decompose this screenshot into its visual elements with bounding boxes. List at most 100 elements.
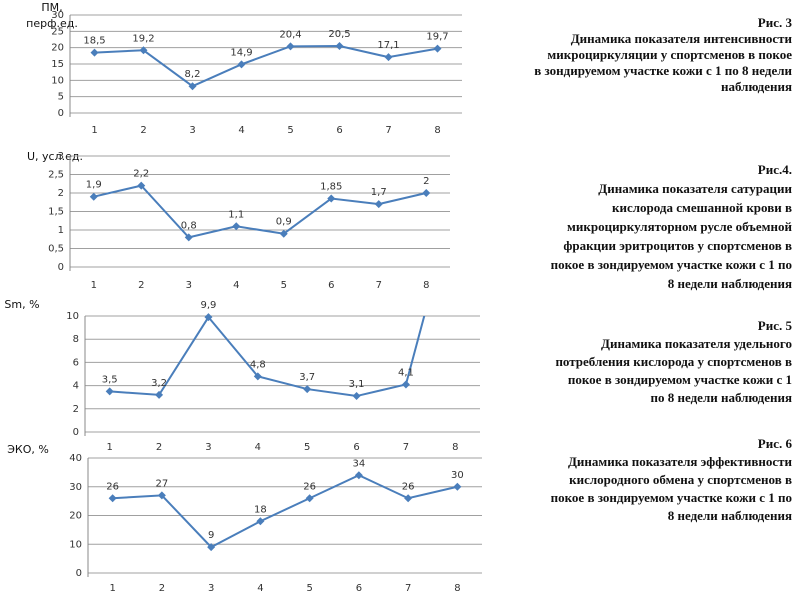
data-point xyxy=(404,494,413,503)
data-point xyxy=(157,491,166,500)
data-label: 34 xyxy=(353,458,366,469)
caption-line: Динамика показателя удельного xyxy=(601,336,792,351)
x-tick-label: 6 xyxy=(356,583,362,594)
data-line xyxy=(109,316,426,398)
x-tick-label: 5 xyxy=(281,280,287,291)
data-label: 19,2 xyxy=(132,33,154,44)
data-label: 0,8 xyxy=(181,220,197,231)
data-label: 8,2 xyxy=(185,69,201,80)
y-tick-label: 20 xyxy=(51,43,64,54)
caption-line: фракции эритроцитов у спортсменов в xyxy=(563,238,792,253)
x-tick-label: 7 xyxy=(376,280,382,291)
x-tick-label: 8 xyxy=(434,125,440,136)
data-point xyxy=(256,517,265,526)
caption-line: наблюдения xyxy=(721,79,792,94)
x-tick-label: 4 xyxy=(255,442,261,453)
data-point xyxy=(188,82,197,91)
data-label: 3,2 xyxy=(151,378,167,389)
data-point xyxy=(279,229,288,238)
data-label: 0,9 xyxy=(276,217,292,228)
data-point xyxy=(204,313,213,322)
x-tick-label: 3 xyxy=(205,442,211,453)
x-tick-label: 2 xyxy=(140,125,146,136)
data-label: 14,9 xyxy=(230,47,252,58)
data-label: 30 xyxy=(451,470,464,481)
data-point xyxy=(286,42,295,51)
data-point xyxy=(453,482,462,491)
data-label: 3,7 xyxy=(299,372,315,383)
data-point xyxy=(327,194,336,203)
y-tick-label: 0 xyxy=(58,108,64,119)
data-point xyxy=(89,192,98,201)
caption-line: микроциркуляции у спортсменов в покое xyxy=(547,47,792,62)
caption-line: микроциркуляторном русле объемной xyxy=(567,219,792,234)
x-tick-label: 3 xyxy=(186,280,192,291)
x-tick-label: 7 xyxy=(385,125,391,136)
y-tick-label: 4 xyxy=(73,381,79,392)
data-label: 27 xyxy=(156,478,169,489)
y-tick-label: 3 xyxy=(58,151,64,162)
caption-line: покое в зондируемом участке кожи с 1 по xyxy=(551,490,792,505)
caption-line: Динамика показателя интенсивности xyxy=(571,31,793,46)
x-tick-label: 1 xyxy=(107,442,113,453)
data-point xyxy=(232,222,241,231)
x-tick-label: 5 xyxy=(306,583,312,594)
caption-line: кислородного обмена у спортсменов в xyxy=(569,472,792,487)
caption-line: Динамика показателя сатурации xyxy=(598,181,792,196)
data-label: 9 xyxy=(208,530,214,541)
data-point xyxy=(354,471,363,480)
x-tick-label: 8 xyxy=(423,280,429,291)
data-point xyxy=(401,380,410,389)
data-point xyxy=(137,181,146,190)
x-tick-label: 8 xyxy=(454,583,460,594)
y-axis-label: перф.ед. xyxy=(26,17,78,30)
y-tick-label: 2,5 xyxy=(48,170,64,181)
data-point xyxy=(374,200,383,209)
data-label: 2 xyxy=(423,176,429,187)
caption-line: 8 недели наблюдения xyxy=(668,276,792,291)
x-tick-label: 4 xyxy=(238,125,244,136)
data-label: 3,1 xyxy=(349,379,365,390)
data-point xyxy=(305,494,314,503)
data-point xyxy=(433,44,442,53)
data-label: 17,1 xyxy=(377,40,399,51)
y-tick-label: 15 xyxy=(51,59,64,70)
x-tick-label: 2 xyxy=(138,280,144,291)
data-label: 18 xyxy=(254,504,267,515)
x-tick-label: 5 xyxy=(304,442,310,453)
y-axis-label: ПМ, xyxy=(41,1,62,14)
data-point xyxy=(253,372,262,381)
x-tick-label: 3 xyxy=(208,583,214,594)
data-point xyxy=(303,385,312,394)
caption-line: по 8 недели наблюдения xyxy=(651,390,792,405)
caption-line: кислорода смешанной крови в xyxy=(612,200,792,215)
caption-line: потребления кислорода у спортсменов в xyxy=(555,354,792,369)
y-tick-label: 40 xyxy=(69,453,82,464)
data-label: 4,1 xyxy=(398,367,414,378)
data-label: 18,5 xyxy=(83,36,105,47)
data-point xyxy=(155,390,164,399)
y-tick-label: 1,5 xyxy=(48,207,64,218)
y-tick-label: 6 xyxy=(73,357,79,368)
data-line xyxy=(93,184,427,239)
y-tick-label: 10 xyxy=(66,311,79,322)
data-label: 4,8 xyxy=(250,359,266,370)
x-tick-label: 1 xyxy=(109,583,115,594)
data-label: 26 xyxy=(303,481,316,492)
y-tick-label: 20 xyxy=(69,511,82,522)
data-point xyxy=(184,233,193,242)
x-tick-label: 3 xyxy=(189,125,195,136)
data-point xyxy=(105,387,114,396)
data-point xyxy=(108,494,117,503)
caption-line: в зондируемом участке кожи с 1 по 8 неде… xyxy=(534,63,792,78)
data-line xyxy=(94,45,438,88)
x-tick-label: 7 xyxy=(403,442,409,453)
x-tick-label: 2 xyxy=(156,442,162,453)
y-axis-label: Sm, % xyxy=(4,298,39,311)
data-point xyxy=(237,60,246,69)
data-label: 1,7 xyxy=(371,187,387,198)
y-tick-label: 10 xyxy=(51,75,64,86)
data-label: 19,7 xyxy=(426,32,448,43)
x-tick-label: 6 xyxy=(328,280,334,291)
